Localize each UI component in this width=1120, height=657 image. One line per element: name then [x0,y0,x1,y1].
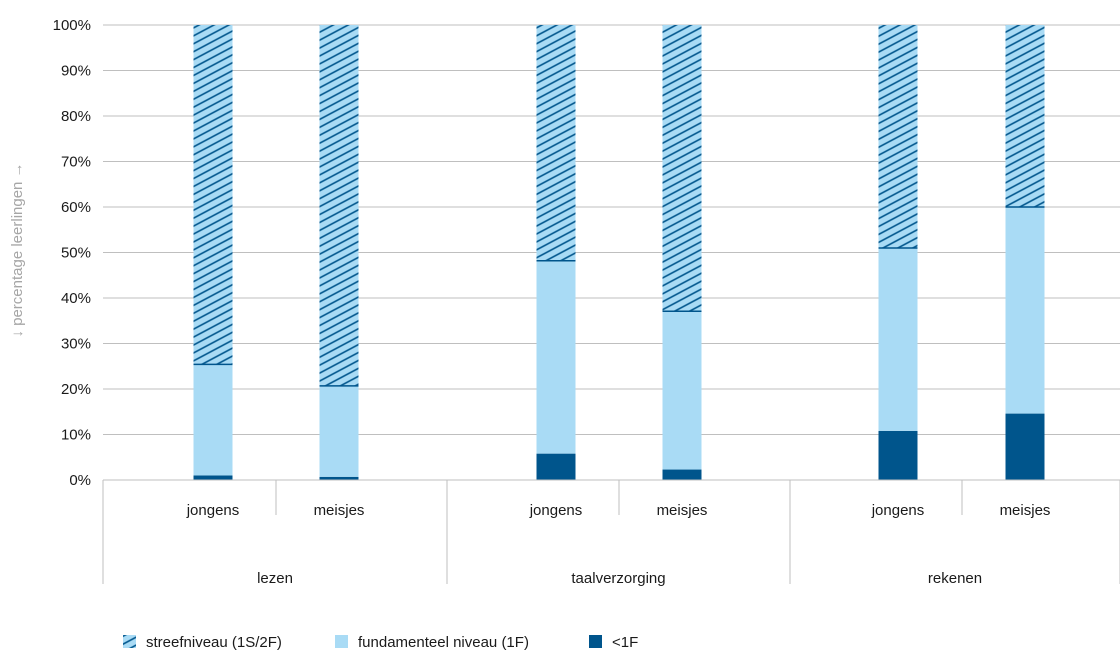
legend: streefniveau (1S/2F) fundamenteel niveau … [123,634,638,651]
bar-segment [319,25,359,386]
bar-segment [319,476,359,480]
group-label: lezen [257,570,293,587]
bar-segment [1005,25,1045,207]
bar-segment [662,311,702,470]
bar-segment [1005,207,1045,414]
y-tick-label: 60% [61,199,91,216]
legend-swatch [123,635,136,648]
bar-stack [536,25,576,480]
y-tick-label: 100% [53,17,91,34]
legend-item: fundamenteel niveau (1F) [335,634,529,651]
category-label: jongens [186,502,240,519]
bar-segment [1005,413,1045,480]
category-label: jongens [529,502,583,519]
y-tick-label: 10% [61,427,91,444]
bar-segment [536,260,576,454]
category-label: jongens [871,502,925,519]
legend-swatch [589,635,602,648]
group-label: rekenen [928,570,982,587]
legend-swatch [335,635,348,648]
bar-stack [878,25,918,480]
bar-segment [536,453,576,480]
bar-stack [319,25,359,480]
y-axis-label: ↓ percentage leerlingen → [9,162,26,337]
group-label: taalverzorging [571,570,665,587]
y-tick-label: 80% [61,108,91,125]
bar-stack [193,25,233,480]
bar-segment [319,385,359,477]
legend-item: streefniveau (1S/2F) [123,634,282,651]
y-axis-ticks: 0% 10% 20% 30% 40% 50% 60% 70% 80% 90% 100% [53,17,91,489]
bar-stack [662,25,702,480]
bar-segment [662,469,702,480]
bar-segment [193,25,233,365]
bar-segment [662,25,702,312]
bar-segment [536,25,576,261]
gridlines [103,24,1120,435]
legend-label: fundamenteel niveau (1F) [358,634,529,651]
y-tick-label: 70% [61,154,91,171]
bar-segment [878,430,918,480]
bar-segment [878,247,918,431]
bar-segment [193,475,233,480]
bar-segment [878,25,918,248]
y-tick-label: 0% [69,472,91,489]
y-tick-label: 90% [61,63,91,80]
bar-segment [193,364,233,476]
legend-label: <1F [612,634,638,651]
y-tick-label: 30% [61,336,91,353]
category-label: meisjes [314,502,365,519]
bars [193,25,1045,480]
category-label: meisjes [1000,502,1051,519]
y-tick-label: 40% [61,290,91,307]
legend-label: streefniveau (1S/2F) [146,634,282,651]
bar-stack [1005,25,1045,480]
x-axis: jongens meisjes jongens meisjes jongens meisj… [102,479,1120,587]
y-tick-label: 20% [61,381,91,398]
y-tick-label: 50% [61,245,91,262]
legend-item: <1F [589,634,638,651]
category-label: meisjes [657,502,708,519]
